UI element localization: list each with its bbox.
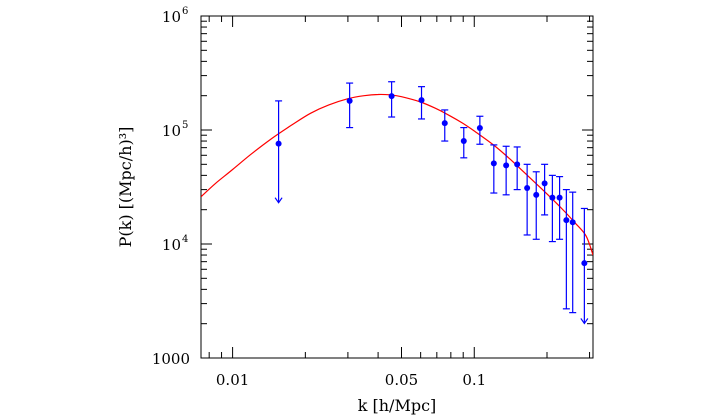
data-point [490,144,498,194]
data-points-layer [274,81,589,325]
data-point [460,126,468,159]
plot-frame [200,15,594,359]
data-point [580,207,589,325]
data-marker [524,184,531,191]
data-point [513,146,521,191]
y-tick-label: 10 [162,236,181,254]
data-point [502,145,510,196]
data-marker [569,219,576,226]
data-marker [476,125,483,132]
data-marker [503,162,510,169]
data-marker [556,194,563,201]
data-marker [346,97,353,104]
data-marker [549,194,556,201]
data-marker [418,97,425,104]
x-tick-labels: 0.01 0.05 0.1 [216,371,486,389]
x-tick-label: 0.05 [385,371,418,389]
data-point [532,171,540,240]
data-marker [533,191,540,198]
data-point [476,115,484,145]
x-axis-label: k [h/Mpc] [358,396,437,415]
data-marker [581,260,588,267]
data-point [569,191,577,314]
lower-limit-arrow [274,197,283,204]
data-point [418,86,426,120]
x-tick-label: 0.01 [216,371,249,389]
major-ticks [201,15,593,359]
data-marker [541,180,548,187]
y-tick-label: 10 [162,122,181,140]
y-tick-exponent: 6 [182,6,188,17]
data-marker [460,138,467,145]
data-point [441,109,449,142]
data-marker [441,120,448,127]
data-marker [563,217,570,224]
minor-ticks [201,16,593,358]
data-point [388,81,396,118]
data-point [541,163,549,216]
data-marker [388,93,395,100]
y-tick-exponent: 4 [182,234,188,245]
data-marker [490,160,497,167]
data-point [562,189,570,310]
data-point [556,176,564,240]
x-tick-label: 0.1 [462,371,486,389]
data-marker [275,140,282,147]
data-point [548,174,556,243]
y-axis-label: P(k) [(Mpc/h)³] [116,127,135,248]
data-point [274,100,283,204]
model-curve [201,93,593,256]
data-point [523,163,531,236]
data-marker [514,161,521,168]
y-tick-label: 1000 [152,350,190,368]
model-curve-layer [201,93,593,256]
y-tick-exponent: 5 [182,120,188,131]
data-point [346,82,354,129]
y-tick-label: 10 [162,8,181,26]
lower-limit-arrow [580,318,589,325]
